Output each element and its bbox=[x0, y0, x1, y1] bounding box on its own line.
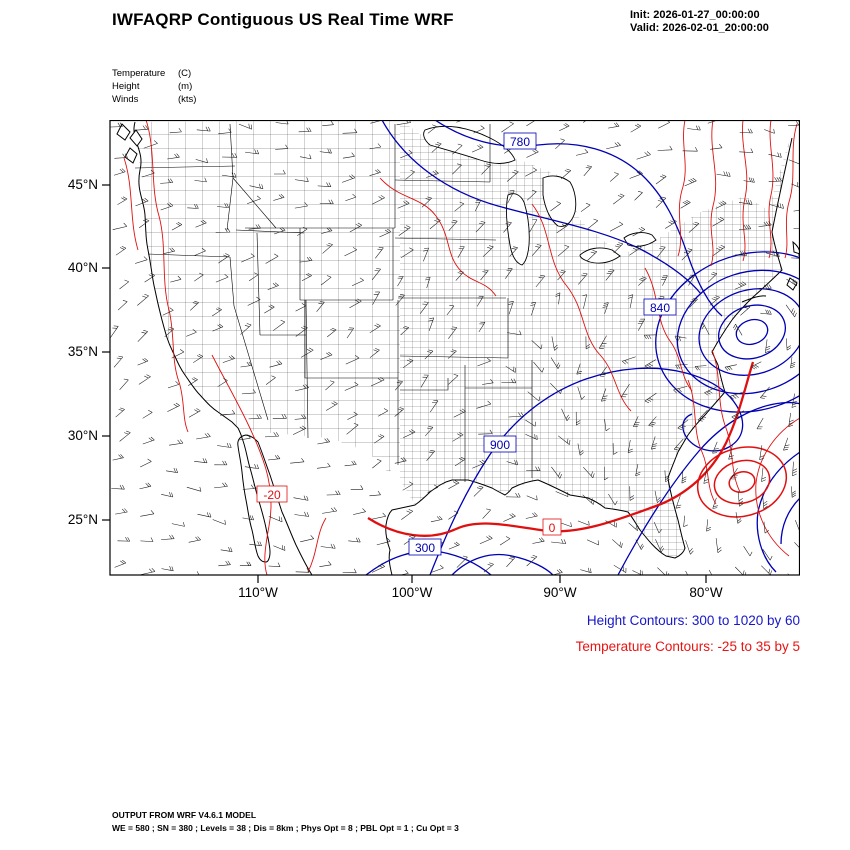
model-footer: OUTPUT FROM WRF V4.6.1 MODEL WE = 580 ; … bbox=[112, 809, 459, 835]
y-tick-25N: 25°N bbox=[67, 512, 98, 527]
lake-erie bbox=[579, 247, 621, 264]
y-tick-40N: 40°N bbox=[67, 260, 98, 275]
lake-michigan bbox=[506, 193, 530, 266]
height-contour-caption: Height Contours: 300 to 1020 by 60 bbox=[586, 613, 800, 628]
temp-label-minus20: -20 bbox=[263, 488, 281, 502]
legend-row-winds: Winds (kts) bbox=[112, 93, 196, 106]
height-label-900: 900 bbox=[490, 438, 510, 452]
map-panel: 780 900 840 300 -20 0 bbox=[100, 119, 801, 585]
page-title: IWFAQRP Contiguous US Real Time WRF bbox=[112, 10, 454, 29]
model-footer-line2: WE = 580 ; SN = 380 ; Levels = 38 ; Dis … bbox=[112, 823, 459, 833]
height-label-300: 300 bbox=[415, 541, 435, 555]
legend-row-height: Height (m) bbox=[112, 80, 196, 93]
long-island bbox=[741, 295, 767, 303]
y-tick-35N: 35°N bbox=[67, 344, 98, 359]
state-boundaries bbox=[134, 123, 533, 482]
islands-puget bbox=[116, 123, 143, 164]
legend-winds-unit: (kts) bbox=[178, 94, 197, 105]
temperature-contour-caption: Temperature Contours: -25 to 35 by 5 bbox=[575, 639, 800, 654]
model-footer-line1: OUTPUT FROM WRF V4.6.1 MODEL bbox=[112, 810, 257, 820]
lake-superior bbox=[423, 125, 516, 164]
valid-time: Valid: 2026-02-01_20:00:00 bbox=[630, 22, 769, 34]
temperature-contours bbox=[123, 120, 800, 575]
init-time: Init: 2026-01-27_00:00:00 bbox=[630, 9, 760, 21]
county-texture-east bbox=[400, 120, 790, 558]
lake-huron bbox=[542, 175, 577, 227]
axis-ticks bbox=[102, 184, 707, 583]
height-label-840: 840 bbox=[650, 301, 670, 315]
legend-temperature-name: Temperature bbox=[112, 68, 166, 79]
wind-barb-layer bbox=[110, 120, 800, 575]
x-tick-90W: 90°W bbox=[543, 585, 577, 600]
x-tick-80W: 80°W bbox=[689, 585, 723, 600]
y-tick-45N: 45°N bbox=[67, 177, 98, 192]
legend-winds-name: Winds bbox=[112, 94, 139, 105]
legend-row-temperature: Temperature (C) bbox=[112, 67, 196, 80]
islands-northeast bbox=[786, 240, 800, 291]
contour-labels: 780 900 840 300 -20 0 bbox=[256, 132, 677, 557]
wind-barbs bbox=[110, 120, 800, 575]
wrf-map-canvas: 780 900 840 300 -20 0 bbox=[102, 119, 801, 583]
map-frame bbox=[109, 119, 801, 576]
y-tick-30N: 30°N bbox=[67, 428, 98, 443]
field-legend: Temperature (C) Height (m) Winds (kts) bbox=[112, 67, 196, 106]
legend-height-name: Height bbox=[112, 81, 140, 92]
run-info: Init: 2026-01-27_00:00:00 Valid: 2026-02… bbox=[630, 9, 769, 35]
legend-temperature-unit: (C) bbox=[178, 68, 192, 79]
x-tick-110W: 110°W bbox=[238, 585, 278, 600]
height-contours bbox=[365, 120, 800, 575]
temp-label-0: 0 bbox=[549, 521, 556, 535]
x-tick-100W: 100°W bbox=[391, 585, 433, 600]
county-texture-west bbox=[135, 120, 400, 472]
height-label-780: 780 bbox=[510, 135, 530, 149]
legend-height-unit: (m) bbox=[178, 81, 193, 92]
great-lakes bbox=[423, 125, 657, 266]
